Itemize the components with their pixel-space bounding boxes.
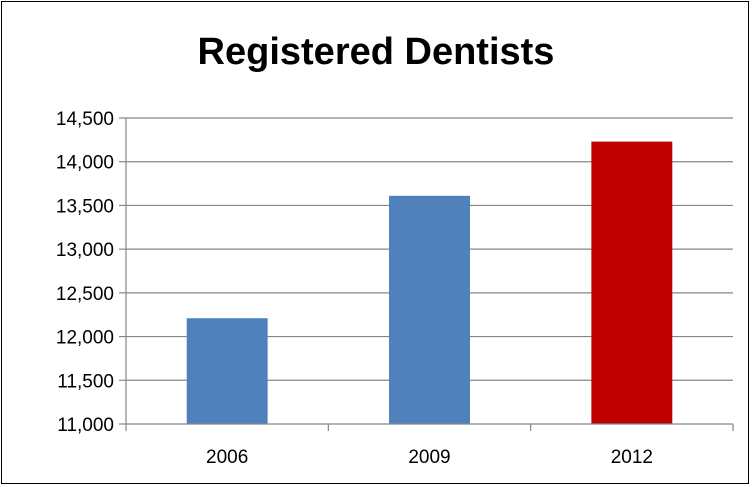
- y-tick-label: 14,500: [56, 109, 114, 130]
- y-tick-label: 11,500: [57, 371, 114, 392]
- bars: [186, 141, 673, 424]
- axes: [119, 117, 734, 431]
- y-tick-label: 13,500: [56, 196, 114, 217]
- x-tick-label: 2006: [206, 447, 248, 468]
- y-tick-label: 13,000: [56, 240, 114, 261]
- y-tick-label: 14,000: [56, 153, 114, 174]
- y-tick-labels: 11,000 11,500 12,000 12,500 13,000 13,500 14,0…: [56, 109, 114, 436]
- y-tick-label: 12,500: [56, 284, 114, 305]
- y-tick-label: 12,000: [56, 328, 114, 349]
- bar-2006: [186, 318, 268, 424]
- bar-2009: [389, 195, 470, 424]
- x-tick-label: 2012: [611, 447, 653, 468]
- chart-title: Registered Dentists: [197, 31, 555, 73]
- bar-2012: [591, 141, 673, 424]
- y-tick-label: 11,000: [57, 415, 114, 436]
- x-tick-label: 2009: [408, 447, 450, 468]
- x-tick-labels: 2006 2009 2012: [206, 447, 653, 468]
